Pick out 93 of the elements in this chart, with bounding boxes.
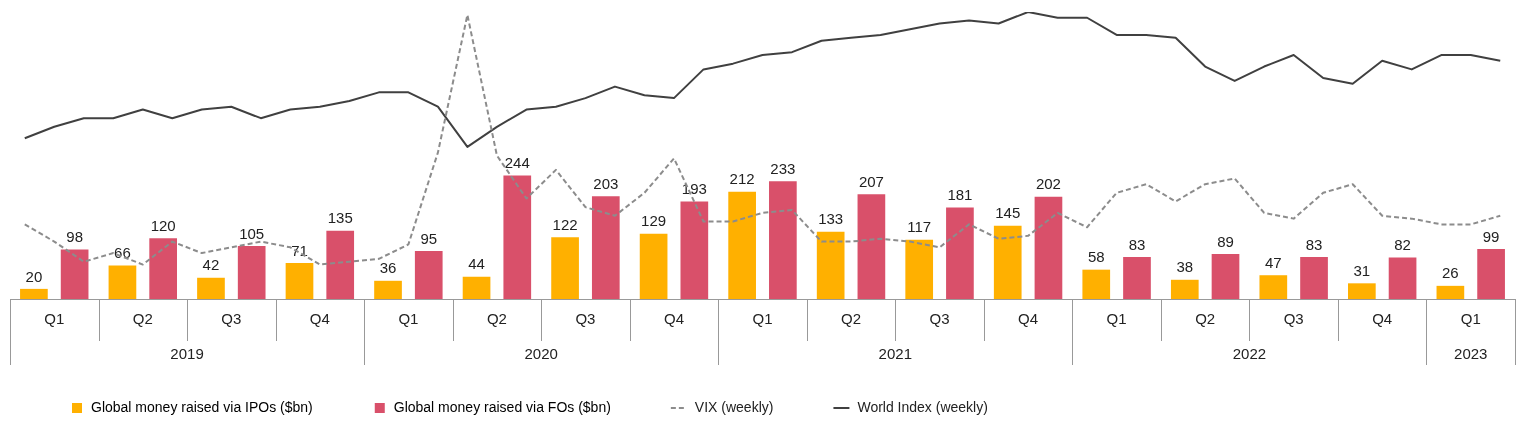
bar bbox=[374, 280, 402, 299]
bar bbox=[857, 194, 886, 299]
data-label: 129 bbox=[641, 212, 667, 230]
bar bbox=[639, 233, 668, 299]
x-tick-label: Q4 bbox=[1018, 310, 1039, 328]
data-label: 133 bbox=[818, 210, 844, 228]
x-tick-label: Q4 bbox=[1372, 310, 1393, 328]
data-label: 36 bbox=[379, 259, 397, 277]
bar bbox=[816, 231, 845, 299]
bar bbox=[769, 181, 797, 299]
legend-label: World Index (weekly) bbox=[857, 398, 988, 415]
bar bbox=[1300, 257, 1328, 299]
bar bbox=[20, 288, 48, 299]
text: 2020 bbox=[524, 345, 558, 363]
x-tick-label: Q1 bbox=[44, 310, 65, 328]
data-label: 203 bbox=[593, 174, 619, 192]
data-label: 66 bbox=[114, 244, 131, 262]
data-label: 244 bbox=[504, 154, 530, 172]
bar bbox=[1348, 283, 1376, 299]
bar bbox=[60, 249, 89, 299]
data-label: 20 bbox=[25, 267, 43, 285]
text: 2021 bbox=[878, 345, 912, 363]
bar bbox=[1259, 275, 1288, 299]
x-tick-label: Q3 bbox=[221, 310, 242, 328]
bar bbox=[993, 225, 1022, 299]
data-label: 135 bbox=[327, 209, 353, 227]
data-label: 122 bbox=[552, 215, 578, 233]
data-label: 193 bbox=[681, 180, 707, 198]
data-label: 38 bbox=[1176, 258, 1194, 276]
bar bbox=[237, 245, 266, 299]
x-tick-label: Q2 bbox=[132, 310, 153, 328]
bar bbox=[1123, 257, 1151, 299]
bar bbox=[414, 250, 443, 299]
bar bbox=[149, 238, 177, 299]
data-label: 202 bbox=[1035, 175, 1061, 193]
data-label: 44 bbox=[468, 255, 485, 273]
bar bbox=[591, 196, 620, 299]
data-label: 207 bbox=[858, 172, 884, 190]
bar bbox=[728, 191, 756, 299]
data-label: 83 bbox=[1305, 235, 1323, 253]
data-label: 98 bbox=[66, 228, 83, 246]
bar bbox=[197, 277, 225, 299]
bar bbox=[1034, 196, 1063, 299]
data-label: 47 bbox=[1264, 253, 1282, 271]
bar bbox=[285, 263, 314, 299]
bar bbox=[108, 265, 137, 299]
data-label: 82 bbox=[1394, 236, 1411, 254]
x-tick-label: Q3 bbox=[929, 310, 950, 328]
data-label: 83 bbox=[1128, 235, 1146, 253]
x-tick-label: Q3 bbox=[1283, 310, 1304, 328]
text: 2023 bbox=[1454, 345, 1488, 363]
bar bbox=[905, 239, 934, 299]
data-label: 105 bbox=[239, 224, 265, 242]
x-tick-label: Q4 bbox=[309, 310, 330, 328]
x-tick-label: Q1 bbox=[398, 310, 419, 328]
x-tick-label: Q2 bbox=[1195, 310, 1216, 328]
text: 2022 bbox=[1232, 345, 1267, 363]
x-tick-label: Q2 bbox=[841, 310, 862, 328]
legend-label: Global money raised via IPOs ($bn) bbox=[91, 398, 313, 415]
x-tick-label: Q1 bbox=[1106, 310, 1127, 328]
bar bbox=[551, 237, 579, 299]
legend-label: VIX (weekly) bbox=[694, 398, 774, 415]
x-tick-label: Q2 bbox=[486, 310, 507, 328]
x-tick-label: Q3 bbox=[575, 310, 596, 328]
text: 2019 bbox=[170, 345, 204, 363]
bar bbox=[503, 175, 532, 299]
bar bbox=[462, 276, 491, 299]
x-tick-label: Q1 bbox=[1460, 310, 1481, 328]
data-label: 95 bbox=[420, 229, 438, 247]
data-label: 145 bbox=[995, 204, 1021, 222]
bar bbox=[1082, 269, 1111, 299]
data-label: 89 bbox=[1217, 232, 1234, 250]
x-tick-label: Q4 bbox=[663, 310, 684, 328]
data-label: 58 bbox=[1087, 248, 1105, 266]
bar bbox=[1388, 257, 1417, 299]
bar bbox=[1170, 279, 1199, 299]
data-label: 42 bbox=[202, 256, 220, 274]
bar bbox=[326, 230, 355, 299]
data-label: 31 bbox=[1353, 261, 1371, 279]
data-label: 233 bbox=[770, 159, 796, 177]
bar bbox=[680, 201, 709, 299]
bar bbox=[1477, 248, 1505, 299]
data-label: 212 bbox=[729, 170, 755, 188]
bar bbox=[1211, 253, 1240, 299]
data-label: 99 bbox=[1482, 227, 1500, 245]
legend-label: Global money raised via FOs ($bn) bbox=[393, 398, 611, 415]
data-label: 26 bbox=[1442, 264, 1459, 282]
data-label: 181 bbox=[947, 186, 973, 204]
bar bbox=[946, 207, 974, 299]
data-label: 117 bbox=[907, 218, 932, 236]
data-label: 120 bbox=[150, 216, 176, 234]
bar bbox=[1436, 285, 1465, 299]
x-tick-label: Q1 bbox=[752, 310, 773, 328]
